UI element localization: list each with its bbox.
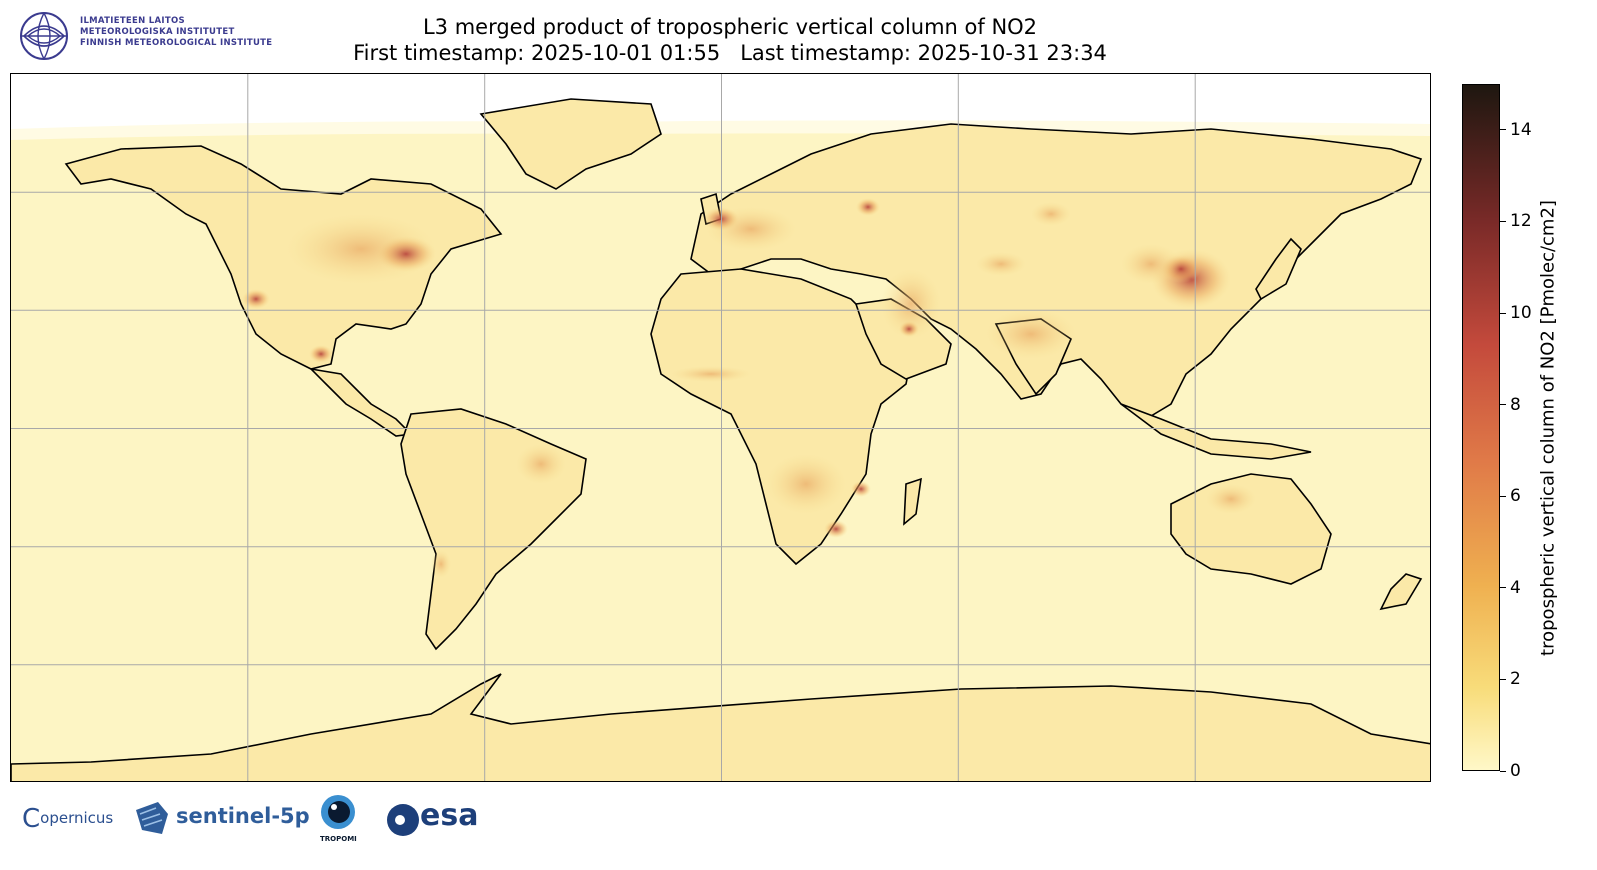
colorbar-tick-label: 12 bbox=[1510, 211, 1532, 232]
land-layer bbox=[11, 98, 1430, 781]
coast-japan bbox=[1255, 237, 1302, 301]
title-line-timestamps: First timestamp: 2025-10-01 01:55 Last t… bbox=[353, 41, 1107, 65]
tropomi-eye-icon bbox=[321, 795, 355, 829]
coast-north-america bbox=[64, 145, 503, 370]
colorbar-tick-mark bbox=[1500, 312, 1506, 314]
colorbar-tick-mark bbox=[1500, 404, 1506, 406]
esa-emblem-icon bbox=[387, 804, 419, 836]
colorbar-tick-label: 6 bbox=[1510, 486, 1521, 507]
coast-south-america bbox=[400, 408, 587, 651]
colorbar-tick-label: 14 bbox=[1510, 119, 1532, 140]
colorbar-tick-mark bbox=[1500, 129, 1506, 131]
fmi-emblem-icon bbox=[20, 12, 68, 60]
coast-new-zealand bbox=[1379, 573, 1423, 611]
institute-name: ILMATIETEEN LAITOS METEOROLOGISKA INSTIT… bbox=[80, 16, 272, 49]
fmi-logo bbox=[18, 10, 318, 62]
institute-name-sv: METEOROLOGISKA INSTITUTET bbox=[80, 27, 235, 37]
footer-logos: Copernicus sentinel-5p TROPOMI esa bbox=[18, 794, 498, 846]
colorbar-label: tropospheric vertical column of NO2 [Pmo… bbox=[1537, 200, 1559, 656]
coast-eurasia bbox=[690, 123, 1423, 420]
colorbar-tick-label: 2 bbox=[1510, 669, 1521, 690]
copernicus-c-icon: C bbox=[22, 804, 41, 834]
no2-map-canvas bbox=[11, 74, 1430, 781]
coast-antarctica bbox=[11, 673, 1430, 781]
coast-madagascar bbox=[903, 477, 922, 526]
colorbar-tick-mark bbox=[1500, 495, 1506, 497]
institute-name-fi: ILMATIETEEN LAITOS bbox=[80, 16, 185, 26]
title-line-product: L3 merged product of tropospheric vertic… bbox=[422, 15, 1038, 39]
sentinel-5p-logo: sentinel-5p bbox=[176, 804, 310, 828]
institute-name-en: FINNISH METEOROLOGICAL INSTITUTE bbox=[80, 38, 273, 48]
coast-greenland bbox=[479, 98, 662, 190]
colorbar bbox=[1462, 84, 1500, 771]
gridlines bbox=[11, 74, 1430, 781]
coast-central-america bbox=[308, 367, 413, 437]
colorbar-tick-mark bbox=[1500, 678, 1506, 680]
sentinel-satellite-icon bbox=[136, 802, 168, 834]
colorbar-tick-label: 8 bbox=[1510, 394, 1521, 415]
colorbar-tick-label: 0 bbox=[1510, 761, 1521, 781]
colorbar-tick-mark bbox=[1500, 587, 1506, 589]
tropomi-logo: TROPOMI bbox=[320, 835, 357, 843]
colorbar-tick-label: 10 bbox=[1510, 303, 1532, 323]
no2-hotspots bbox=[242, 198, 1256, 578]
coast-indonesia bbox=[1120, 403, 1312, 460]
colorbar-tick-label: 4 bbox=[1510, 577, 1521, 598]
colorbar-tick-mark bbox=[1500, 770, 1506, 772]
map-title: L3 merged product of tropospheric vertic… bbox=[290, 14, 1170, 66]
colorbar-tick-mark bbox=[1500, 220, 1506, 222]
world-map bbox=[10, 73, 1431, 782]
esa-logo: esa bbox=[420, 798, 479, 833]
copernicus-logo: Copernicus bbox=[22, 804, 114, 834]
